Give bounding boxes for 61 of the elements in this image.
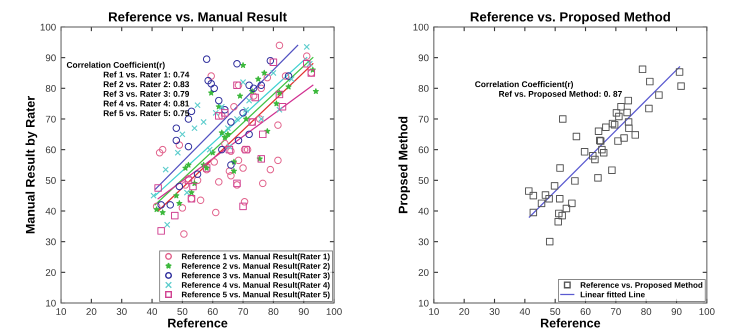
x-tick-label: 10 bbox=[56, 308, 66, 316]
y-tick-label: 20 bbox=[418, 269, 429, 276]
x-tick-label: 50 bbox=[550, 308, 560, 316]
chart-title: Reference vs. Manual Result bbox=[108, 12, 287, 22]
y-tick-label: 100 bbox=[414, 24, 429, 31]
y-tick-label: 50 bbox=[418, 177, 429, 184]
annotation: Ref vs. Proposed Method: 0. 87 bbox=[499, 90, 622, 98]
x-tick-label: 30 bbox=[116, 308, 127, 316]
x-tick-label: 70 bbox=[610, 308, 621, 316]
y-tick-label: 70 bbox=[46, 116, 56, 123]
y-tick-label: 90 bbox=[46, 54, 56, 62]
annotation: Ref 3 vs. Rater 3: 0.79 bbox=[104, 90, 190, 97]
y-tick-label: 90 bbox=[418, 54, 429, 62]
legend-label: Linear fitted Line bbox=[580, 291, 645, 298]
x-tick-label: 90 bbox=[672, 308, 682, 316]
y-tick-label: 10 bbox=[418, 300, 429, 307]
legend-label: Reference 1 vs. Manual Result(Rater 1) bbox=[182, 253, 330, 261]
chart-title: Reference vs. Proposed Method bbox=[470, 12, 670, 24]
x-tick-label: 20 bbox=[86, 308, 96, 316]
x-tick-label: 10 bbox=[429, 308, 439, 316]
annotation: Ref 1 vs. Rater 1: 0.74 bbox=[104, 71, 190, 78]
x-tick-label: 30 bbox=[489, 308, 500, 316]
x-tick-label: 40 bbox=[146, 308, 158, 316]
y-tick-label: 60 bbox=[46, 146, 56, 154]
x-tick-label: 80 bbox=[641, 308, 652, 316]
y-tick-label: 10 bbox=[46, 300, 56, 307]
x-tick-label: 60 bbox=[208, 308, 218, 316]
annotation: Ref 2 vs. Rater 2: 0.83 bbox=[104, 81, 190, 88]
y-tick-label: 100 bbox=[40, 24, 56, 31]
x-tick-label: 100 bbox=[326, 308, 342, 316]
x-axis-title: Reference bbox=[168, 318, 228, 328]
y-tick-label: 80 bbox=[418, 85, 429, 92]
annotation: Correlation Coefficient(r) bbox=[66, 62, 165, 70]
y-tick-label: 70 bbox=[418, 116, 429, 123]
annotation: Ref 5 vs. Rater 5: 0.75 bbox=[104, 110, 190, 116]
y-tick-label: 60 bbox=[418, 146, 429, 154]
x-axis-title: Reference bbox=[540, 318, 600, 328]
y-axis-title: Propsed Method bbox=[398, 116, 410, 214]
x-tick-label: 20 bbox=[459, 308, 470, 316]
y-tick-label: 40 bbox=[418, 208, 429, 215]
x-tick-label: 70 bbox=[238, 308, 248, 316]
legend-label: Reference 5 vs. Manual Result(Rater 5) bbox=[182, 291, 330, 299]
legend-label: Reference vs. Proposed Method bbox=[580, 282, 702, 290]
x-tick-label: 90 bbox=[298, 308, 309, 316]
y-axis-title: Manual Result by Rater bbox=[26, 96, 38, 234]
y-tick-label: 40 bbox=[46, 208, 56, 215]
legend-label: Reference 3 vs. Manual Result(Rater 3) bbox=[182, 272, 330, 280]
y-tick-label: 80 bbox=[46, 85, 56, 92]
legend-label: Reference 4 vs. Manual Result(Rater 4) bbox=[182, 282, 330, 290]
y-tick-label: 30 bbox=[46, 238, 56, 246]
annotation: Correlation Coefficient(r) bbox=[475, 81, 573, 89]
legend-label: Reference 2 vs. Manual Result(Rater 2) bbox=[182, 262, 330, 270]
y-tick-label: 50 bbox=[46, 177, 56, 184]
y-tick-label: 30 bbox=[418, 238, 429, 246]
x-tick-label: 80 bbox=[268, 308, 278, 316]
x-tick-label: 40 bbox=[520, 308, 530, 316]
x-tick-label: 50 bbox=[177, 308, 188, 316]
y-tick-label: 20 bbox=[46, 269, 56, 276]
annotation: Ref 4 vs. Rater 4: 0.81 bbox=[104, 100, 190, 106]
x-tick-label: 60 bbox=[580, 308, 591, 316]
x-tick-label: 100 bbox=[699, 308, 715, 316]
